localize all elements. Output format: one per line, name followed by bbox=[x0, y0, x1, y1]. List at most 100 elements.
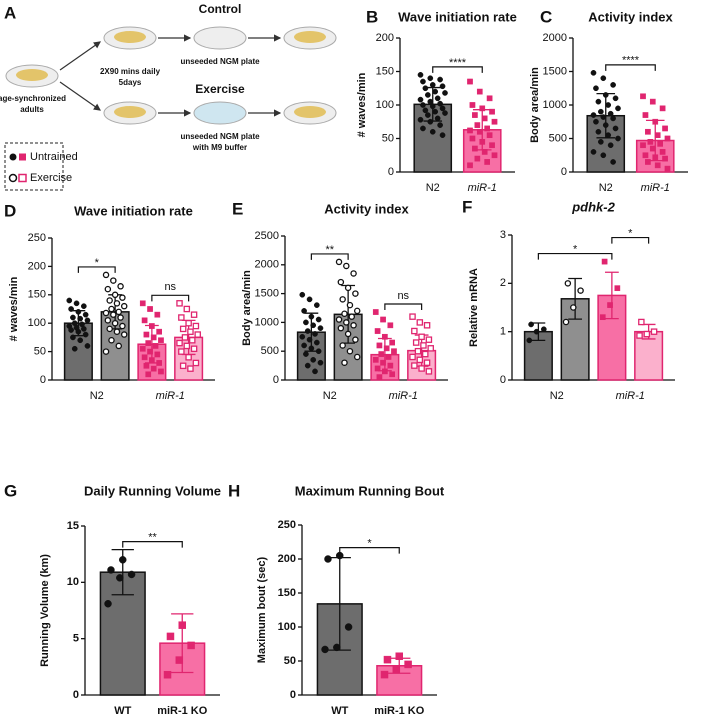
point bbox=[610, 82, 616, 88]
point bbox=[106, 297, 113, 304]
point bbox=[344, 284, 352, 292]
chart: D Wave initiation rate # waves/min 0 50 100 15… bbox=[4, 201, 215, 402]
point bbox=[391, 348, 397, 355]
point bbox=[412, 339, 420, 346]
point bbox=[610, 115, 616, 122]
point bbox=[593, 85, 599, 92]
point bbox=[315, 348, 322, 355]
point bbox=[120, 302, 128, 310]
point bbox=[117, 314, 124, 321]
point bbox=[77, 337, 84, 344]
point bbox=[389, 371, 396, 378]
point bbox=[389, 339, 396, 346]
y-tick-label: 0 bbox=[40, 374, 46, 386]
x-tick-label: miR-1 bbox=[468, 182, 497, 194]
y-axis-label: Body area/min bbox=[241, 270, 253, 346]
point bbox=[178, 621, 186, 629]
point bbox=[341, 310, 348, 318]
food bbox=[114, 106, 146, 118]
significance-bracket bbox=[339, 547, 400, 554]
point bbox=[110, 277, 117, 284]
point bbox=[645, 128, 651, 135]
chart: H Maximum Running Bout Maximum bout (sec) 0… bbox=[228, 481, 445, 716]
point bbox=[145, 340, 152, 346]
y-tick-label: 3 bbox=[500, 229, 506, 241]
point bbox=[321, 645, 329, 654]
point bbox=[183, 305, 191, 313]
x-tick-label: N2 bbox=[550, 390, 564, 402]
point bbox=[425, 368, 433, 375]
x-tick-label: miR-1 bbox=[389, 390, 418, 402]
point bbox=[602, 122, 609, 128]
chart-title: Maximum Running Bout bbox=[295, 483, 445, 498]
point bbox=[645, 159, 651, 165]
point bbox=[156, 328, 163, 335]
y-tick-label: 500 bbox=[549, 132, 567, 144]
panel-letter: F bbox=[462, 197, 472, 216]
point bbox=[577, 287, 584, 294]
point bbox=[75, 328, 82, 335]
point bbox=[640, 93, 646, 100]
point bbox=[422, 350, 429, 358]
y-tick-label: 0 bbox=[388, 166, 394, 178]
point bbox=[187, 328, 194, 335]
point bbox=[158, 337, 164, 344]
point bbox=[652, 118, 659, 125]
point bbox=[414, 347, 422, 355]
y-tick-label: 2 bbox=[500, 277, 506, 289]
point bbox=[163, 670, 172, 679]
point bbox=[185, 354, 192, 361]
point bbox=[317, 325, 324, 332]
x-tick-label: N2 bbox=[599, 182, 613, 194]
y-tick-label: 200 bbox=[278, 553, 296, 565]
significance-label: * bbox=[367, 538, 372, 550]
point bbox=[141, 317, 148, 324]
point bbox=[71, 345, 78, 352]
note: unseeded NGM plate bbox=[180, 57, 260, 66]
point bbox=[73, 300, 80, 307]
x-tick-label: N2 bbox=[426, 182, 440, 194]
point bbox=[429, 103, 436, 110]
point bbox=[638, 318, 645, 326]
point bbox=[308, 313, 315, 320]
chart: E Activity index Body area/min 0 500 1000 1500… bbox=[232, 199, 448, 402]
point bbox=[649, 145, 656, 152]
point bbox=[392, 665, 401, 673]
point bbox=[395, 652, 403, 660]
point bbox=[152, 343, 159, 349]
note: with M9 buffer bbox=[192, 143, 247, 152]
y-tick-label: 1500 bbox=[543, 65, 567, 77]
point bbox=[423, 359, 431, 366]
point bbox=[422, 107, 429, 114]
point bbox=[178, 314, 185, 321]
note: age-synchronized bbox=[0, 94, 66, 103]
point bbox=[382, 333, 388, 340]
panel-letter: B bbox=[366, 7, 378, 26]
point bbox=[187, 365, 194, 372]
point bbox=[540, 326, 547, 333]
significance-bracket bbox=[77, 266, 116, 273]
point bbox=[70, 314, 76, 321]
point bbox=[154, 311, 161, 318]
legend: Untrained Exercise bbox=[4, 142, 78, 191]
point bbox=[145, 371, 152, 378]
arrow bbox=[59, 41, 101, 71]
panel-letter: H bbox=[228, 481, 240, 500]
point bbox=[183, 342, 191, 350]
point bbox=[599, 314, 606, 321]
error-bar bbox=[604, 271, 619, 320]
point bbox=[166, 632, 175, 641]
point bbox=[387, 322, 394, 329]
y-tick-label: 0 bbox=[290, 689, 296, 701]
point bbox=[344, 623, 353, 631]
point bbox=[593, 118, 599, 125]
y-tick-label: 0 bbox=[500, 374, 506, 386]
point bbox=[481, 149, 488, 155]
point bbox=[104, 285, 112, 293]
y-tick-label: 5 bbox=[73, 633, 79, 645]
significance-label: * bbox=[628, 227, 633, 239]
point bbox=[337, 278, 345, 286]
point bbox=[652, 154, 659, 161]
point bbox=[467, 162, 473, 169]
point bbox=[306, 336, 313, 343]
